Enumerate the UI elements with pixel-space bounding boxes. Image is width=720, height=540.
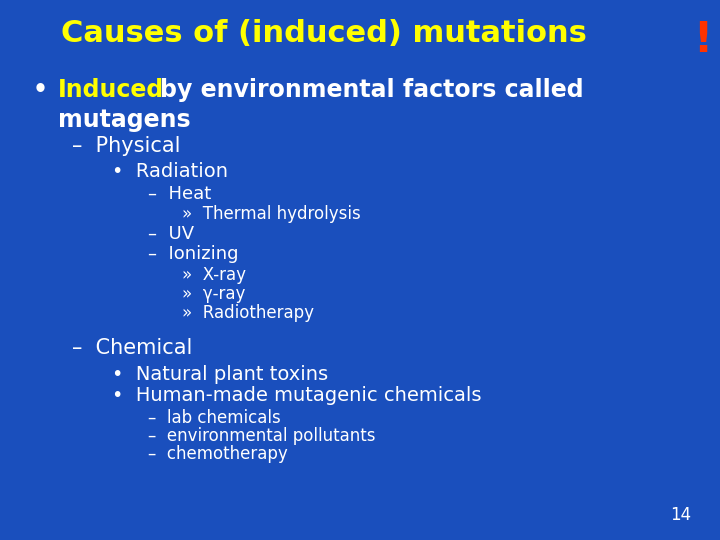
Text: !: ! bbox=[693, 19, 712, 61]
Text: •  Human-made mutagenic chemicals: • Human-made mutagenic chemicals bbox=[112, 386, 481, 405]
Text: »  γ-ray: » γ-ray bbox=[182, 285, 246, 303]
Text: •: • bbox=[32, 78, 48, 102]
Text: »  Thermal hydrolysis: » Thermal hydrolysis bbox=[182, 205, 361, 223]
Text: •  Radiation: • Radiation bbox=[112, 162, 228, 181]
Text: –  Heat: – Heat bbox=[148, 185, 211, 202]
Text: –  Physical: – Physical bbox=[72, 136, 181, 156]
Text: mutagens: mutagens bbox=[58, 108, 190, 132]
Text: »  X-ray: » X-ray bbox=[182, 266, 246, 284]
Text: 14: 14 bbox=[670, 506, 691, 524]
Text: by environmental factors called: by environmental factors called bbox=[160, 78, 583, 102]
Text: Causes of (induced) mutations: Causes of (induced) mutations bbox=[61, 19, 587, 48]
Text: –  UV: – UV bbox=[148, 225, 194, 243]
Text: Induced: Induced bbox=[58, 78, 164, 102]
Text: –  chemotherapy: – chemotherapy bbox=[148, 445, 287, 463]
Text: –  environmental pollutants: – environmental pollutants bbox=[148, 427, 375, 444]
Text: »  Radiotherapy: » Radiotherapy bbox=[182, 304, 314, 322]
Text: –  Chemical: – Chemical bbox=[72, 338, 192, 357]
Text: •  Natural plant toxins: • Natural plant toxins bbox=[112, 364, 328, 383]
Text: –  lab chemicals: – lab chemicals bbox=[148, 409, 280, 427]
Text: –  Ionizing: – Ionizing bbox=[148, 245, 238, 263]
